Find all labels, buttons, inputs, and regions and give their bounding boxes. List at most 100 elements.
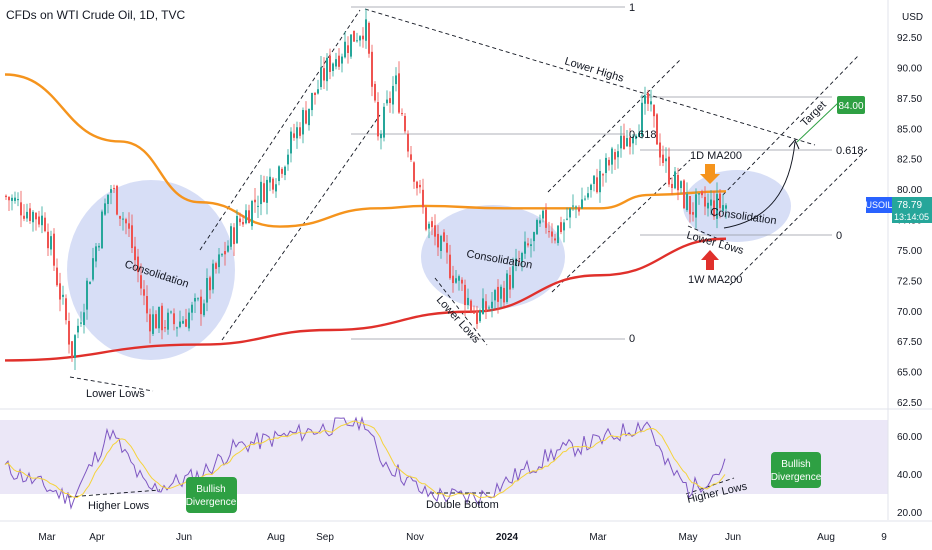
- time-axis-label: Sep: [316, 532, 334, 543]
- bullish-divergence-label-2: Bullish Divergence: [771, 459, 822, 483]
- candle-body: [599, 171, 601, 193]
- price-tick-label: 67.50: [897, 337, 922, 348]
- candle-body: [464, 284, 466, 306]
- candle-body: [41, 215, 43, 226]
- candle-body: [440, 235, 442, 252]
- target-badge: 84.00: [837, 96, 865, 114]
- candle-body: [131, 225, 133, 248]
- candle-body: [335, 59, 337, 67]
- candle-body: [62, 294, 64, 297]
- candle-body: [164, 327, 166, 329]
- candle-body: [161, 305, 163, 331]
- candle-body: [650, 101, 652, 105]
- candle-body: [563, 222, 565, 231]
- candle-body: [689, 196, 691, 215]
- candle-body: [584, 198, 586, 200]
- candle-body: [458, 276, 460, 281]
- chart-title: CFDs on WTI Crude Oil, 1D, TVC: [6, 8, 186, 22]
- candle-body: [653, 104, 655, 117]
- candle-body: [395, 75, 397, 85]
- candle-body: [272, 178, 274, 190]
- candle-body: [104, 203, 106, 215]
- candle-body: [533, 232, 535, 242]
- candle-body: [626, 138, 628, 147]
- candle-body: [20, 202, 22, 216]
- candle-body: [410, 154, 412, 160]
- candle-body: [611, 148, 613, 165]
- candle-body: [122, 218, 124, 220]
- candle-body: [254, 199, 256, 203]
- candle-body: [71, 341, 73, 358]
- candle-body: [317, 89, 319, 94]
- target-arrowhead: [788, 139, 800, 150]
- candle-body: [95, 246, 97, 262]
- lower-highs-label: Lower Highs: [563, 55, 625, 84]
- candle-body: [482, 298, 484, 315]
- last-price-badge-bg: [892, 197, 932, 223]
- candle-body: [542, 210, 544, 219]
- candle-body: [227, 245, 229, 252]
- candle-body: [251, 200, 253, 227]
- candle-body: [59, 283, 61, 300]
- candle-body: [596, 177, 598, 193]
- candle-body: [182, 320, 184, 324]
- candle-body: [230, 226, 232, 247]
- channel-1-upper: [199, 9, 361, 251]
- double-bottom-label: Double Bottom: [426, 499, 499, 511]
- candle-body: [512, 266, 514, 288]
- candle-body: [452, 275, 454, 284]
- candle-body: [284, 166, 286, 176]
- bullish-divergence-line: Bullish: [781, 459, 810, 470]
- fib-1-label: 1: [629, 2, 635, 14]
- candle-body: [668, 156, 670, 185]
- candle-body: [431, 221, 433, 228]
- candle-body: [425, 207, 427, 230]
- candle-body: [623, 135, 625, 150]
- candle-body: [278, 166, 280, 181]
- channel-2-lower: [551, 159, 691, 293]
- candle-body: [287, 154, 289, 165]
- candle-body: [137, 256, 139, 273]
- candle-body: [299, 127, 301, 136]
- candle-body: [140, 275, 142, 289]
- candle-body: [200, 296, 202, 315]
- candle-body: [323, 68, 325, 81]
- lower-highs-trendline: [364, 8, 816, 146]
- candle-body: [587, 193, 589, 198]
- candle-body: [173, 313, 175, 325]
- candle-body: [638, 132, 640, 137]
- candle-body: [344, 41, 346, 58]
- candle-body: [14, 197, 16, 201]
- candle-body: [620, 135, 622, 149]
- time-axis: Mar Apr Jun Aug Sep Nov 2024 Mar May Jun Aug 9: [38, 532, 887, 543]
- candle-body: [725, 205, 727, 209]
- candle-body: [203, 303, 205, 316]
- time-axis-label: May: [679, 532, 698, 543]
- rsi-tick-label: 60.00: [897, 432, 922, 443]
- candle-body: [659, 142, 661, 158]
- candle-body: [671, 183, 673, 188]
- candle-body: [158, 306, 160, 329]
- candle-body: [86, 280, 88, 310]
- price-tick-label: 80.00: [897, 185, 922, 196]
- candle-body: [125, 219, 127, 224]
- fib-0-label-a: 0: [629, 333, 635, 345]
- candle-body: [518, 260, 520, 263]
- lower-lows-line-3: [687, 225, 729, 244]
- price-tick-label: 70.00: [897, 307, 922, 318]
- trendlines: [67, 8, 869, 498]
- price-tick-label: 82.50: [897, 155, 922, 166]
- candle-body: [26, 211, 28, 219]
- candle-body: [149, 314, 151, 332]
- candle-body: [494, 290, 496, 301]
- last-price: 78.79: [897, 200, 922, 211]
- candle-body: [578, 207, 580, 212]
- candle-body: [320, 67, 322, 88]
- candle-body: [581, 199, 583, 209]
- candle-body: [326, 57, 328, 82]
- candle-body: [413, 162, 415, 182]
- bullish-divergence-box-1: Bullish Divergence: [186, 477, 237, 513]
- candle-body: [716, 193, 718, 219]
- candle-body: [101, 211, 103, 249]
